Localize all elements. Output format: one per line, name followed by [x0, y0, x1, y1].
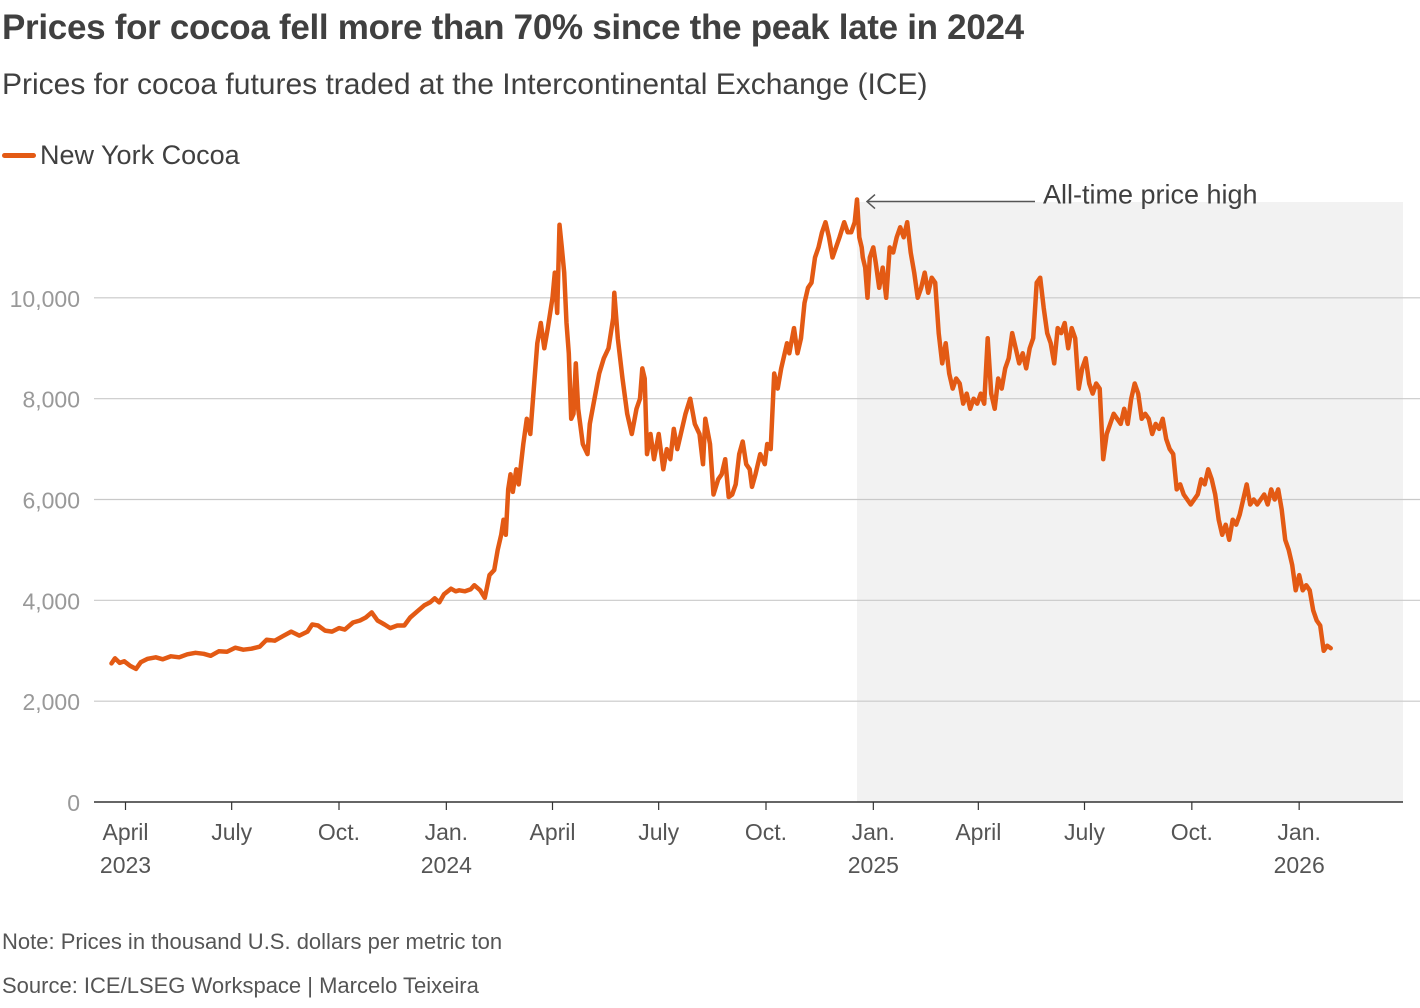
x-tick-label: April	[529, 819, 575, 845]
x-tick-label: July	[1064, 819, 1105, 845]
x-tick-label: July	[211, 819, 252, 845]
annotation-arrowhead	[865, 193, 876, 210]
y-tick-label: 10,000	[10, 286, 80, 312]
annotation-label: All-time price high	[1043, 180, 1258, 210]
x-tick-label: Jan.	[425, 819, 468, 845]
source-text: Source: ICE/LSEG Workspace | Marcelo Tei…	[2, 973, 479, 998]
note-text: Note: Prices in thousand U.S. dollars pe…	[2, 929, 503, 954]
legend-swatch	[2, 153, 36, 158]
x-tick-label: Jan.	[852, 819, 895, 845]
y-tick-label: 6,000	[22, 488, 80, 514]
x-tick-label: April	[102, 819, 148, 845]
chart-subtitle: Prices for cocoa futures traded at the I…	[2, 68, 928, 101]
x-tick-label: Jan.	[1277, 819, 1320, 845]
series-line-new-york-cocoa	[109, 197, 1333, 672]
x-tick-year-label: 2025	[848, 852, 899, 878]
shaded-region	[857, 202, 1403, 802]
chart-title: Prices for cocoa fell more than 70% sinc…	[2, 8, 1024, 47]
x-tick-label: Oct.	[318, 819, 360, 845]
legend-label: New York Cocoa	[40, 140, 240, 170]
legend: New York Cocoa	[2, 140, 240, 171]
x-tick-label: July	[638, 819, 679, 845]
x-tick-year-label: 2026	[1274, 852, 1325, 878]
x-tick-year-label: 2024	[421, 852, 472, 878]
x-tick-year-label: 2023	[100, 852, 151, 878]
chart: 0 2,000 4,000 6,000 8,000 10,000 April 2023 Jul…	[10, 180, 1420, 878]
x-tick-label: Oct.	[1171, 819, 1213, 845]
x-tick-label: Oct.	[745, 819, 787, 845]
y-tick-label: 2,000	[22, 689, 80, 715]
y-tick-label: 4,000	[22, 588, 80, 614]
y-tick-label: 0	[67, 790, 80, 816]
x-tick-label: April	[955, 819, 1001, 845]
footnotes: Note: Prices in thousand U.S. dollars pe…	[2, 920, 502, 1008]
y-tick-label: 8,000	[22, 387, 80, 413]
